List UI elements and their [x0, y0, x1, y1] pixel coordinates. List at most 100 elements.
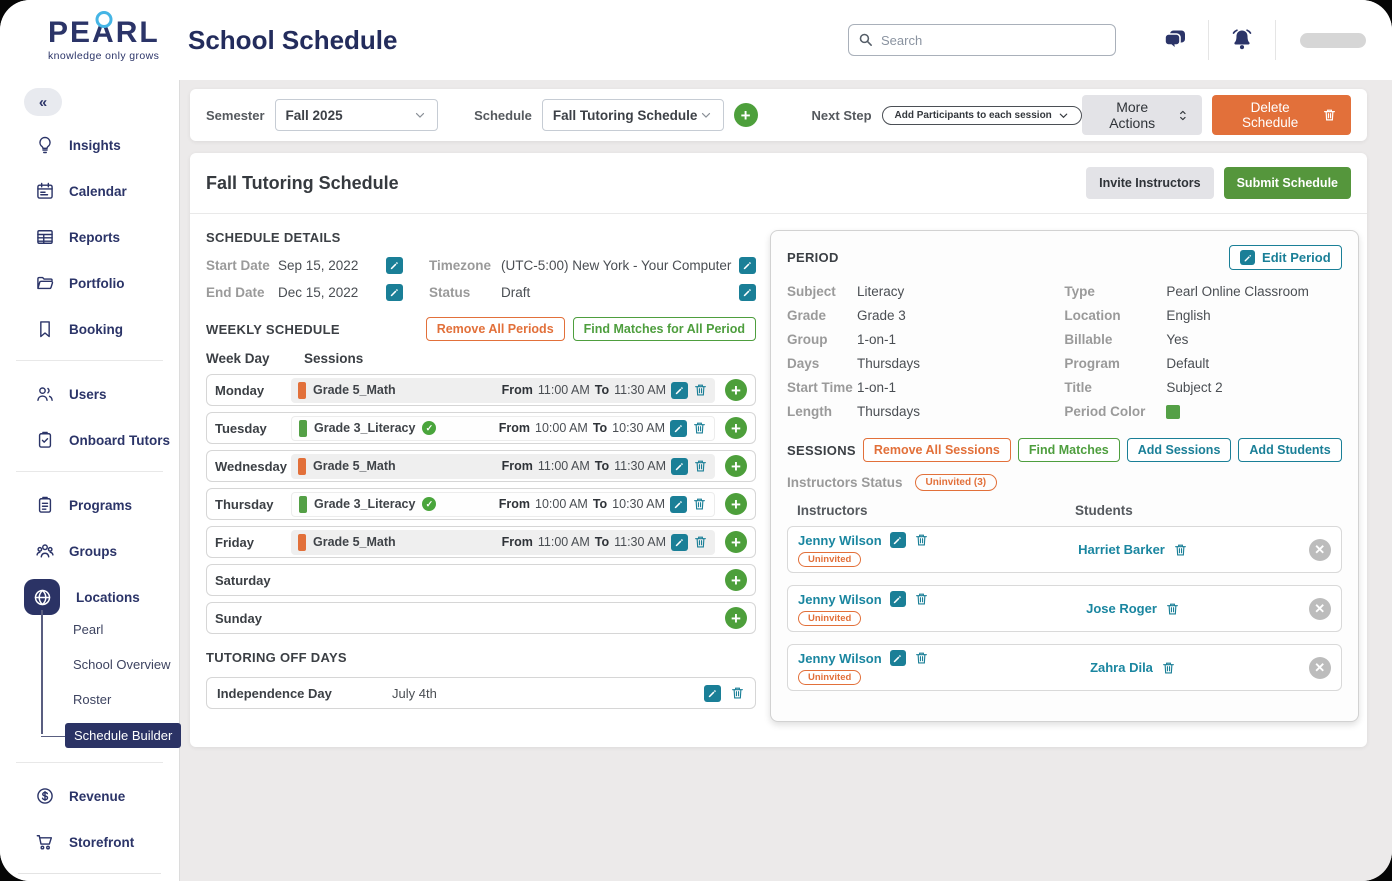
- edit-session-button[interactable]: [671, 457, 688, 475]
- delete-session-button[interactable]: [693, 382, 708, 398]
- off-day-actions: [704, 684, 745, 702]
- sidebar-item-insights[interactable]: Insights: [0, 130, 179, 160]
- sidebar-item-calendar[interactable]: Calendar: [0, 176, 179, 206]
- sidebar-subitem-roster[interactable]: Roster: [73, 692, 112, 707]
- edit-session-button[interactable]: [671, 381, 688, 399]
- sidebar-item-storefront[interactable]: Storefront: [0, 827, 179, 857]
- off-day-name: Independence Day: [217, 685, 332, 701]
- add-students-button[interactable]: Add Students: [1238, 438, 1342, 462]
- delete-instructor-button[interactable]: [914, 591, 929, 607]
- edit-instructor-button[interactable]: [889, 532, 906, 548]
- sidebar-item-booking[interactable]: Booking: [0, 314, 179, 344]
- student-link[interactable]: Harriet Barker: [1078, 542, 1165, 557]
- add-sessions-button[interactable]: Add Sessions: [1126, 438, 1232, 462]
- sidebar-item-label: Onboard Tutors: [69, 432, 170, 448]
- sidebar-subitem-pearl[interactable]: Pearl: [73, 622, 104, 637]
- user-menu-placeholder[interactable]: [1300, 32, 1366, 48]
- delete-session-button[interactable]: [693, 534, 708, 550]
- sidebar-item-label: Groups: [69, 543, 118, 559]
- find-matches-all-button[interactable]: Find Matches for All Period: [572, 317, 756, 341]
- delete-student-button[interactable]: [1165, 601, 1180, 617]
- remove-session-button[interactable]: ✕: [1308, 597, 1331, 620]
- period-field-value: Default: [1166, 356, 1210, 371]
- delete-off-day-button[interactable]: [730, 685, 745, 701]
- edit-timezone-button[interactable]: [739, 257, 756, 274]
- edit-end-date-button[interactable]: [386, 284, 403, 301]
- session-chip[interactable]: Grade 5_Math From 11:00 AM To 11:30 AM: [291, 453, 715, 479]
- delete-schedule-button[interactable]: Delete Schedule: [1212, 95, 1352, 135]
- schedule-select[interactable]: Fall Tutoring Schedule: [541, 99, 724, 131]
- sidebar-subitem-schedule-builder[interactable]: Schedule Builder: [40, 723, 182, 748]
- start-date-value: Sep 15, 2022: [278, 258, 359, 273]
- schedule-value: Fall Tutoring Schedule: [552, 107, 698, 123]
- instructor-link[interactable]: Jenny Wilson: [798, 532, 882, 548]
- submit-schedule-button[interactable]: Submit Schedule: [1223, 167, 1351, 199]
- users-icon: [34, 384, 56, 404]
- add-period-button[interactable]: +: [725, 531, 747, 553]
- delete-session-button[interactable]: [692, 420, 707, 436]
- remove-all-periods-button[interactable]: Remove All Periods: [425, 317, 565, 341]
- sidebar-subitem-school-overview[interactable]: School Overview: [73, 657, 171, 672]
- session-chip[interactable]: Grade 3_Literacy ✓ From 10:00 AM To 10:30 …: [291, 415, 715, 441]
- sidebar-item-revenue[interactable]: Revenue: [0, 781, 179, 811]
- sidebar-item-locations[interactable]: Locations: [0, 579, 179, 615]
- add-period-button[interactable]: +: [725, 379, 747, 401]
- schedule-left-column: SCHEDULE DETAILS Start Date Sep 15, 2022…: [206, 230, 756, 722]
- edit-start-date-button[interactable]: [386, 257, 403, 274]
- edit-period-button[interactable]: Edit Period: [1229, 245, 1342, 270]
- edit-session-button[interactable]: [670, 495, 687, 513]
- semester-select[interactable]: Fall 2025: [274, 99, 439, 131]
- edit-session-button[interactable]: [670, 419, 687, 437]
- schedule-toolbar: Semester Fall 2025 Schedule Fall Tutorin…: [190, 89, 1367, 141]
- add-period-button[interactable]: +: [725, 569, 747, 591]
- delete-instructor-button[interactable]: [914, 532, 929, 548]
- search-input[interactable]: [848, 24, 1116, 56]
- delete-session-button[interactable]: [692, 496, 707, 512]
- delete-session-button[interactable]: [693, 458, 708, 474]
- messages-button[interactable]: [1162, 28, 1188, 52]
- sidebar-item-portfolio[interactable]: Portfolio: [0, 268, 179, 298]
- sidebar-item-reports[interactable]: Reports: [0, 222, 179, 252]
- period-field-days: Days Thursdays: [787, 356, 1064, 371]
- weekly-schedule-header: WEEKLY SCHEDULE Remove All Periods Find …: [206, 317, 756, 341]
- remove-all-sessions-button[interactable]: Remove All Sessions: [862, 438, 1011, 462]
- session-chip[interactable]: Grade 5_Math From 11:00 AM To 11:30 AM: [291, 529, 715, 555]
- student-link[interactable]: Zahra Dila: [1090, 660, 1153, 675]
- sidebar-item-users[interactable]: Users: [0, 379, 179, 409]
- remove-session-button[interactable]: ✕: [1308, 656, 1331, 679]
- add-period-button[interactable]: +: [725, 607, 747, 629]
- delete-student-button[interactable]: [1173, 542, 1188, 558]
- header-actions: [848, 20, 1392, 60]
- edit-session-button[interactable]: [671, 533, 688, 551]
- session-chip[interactable]: Grade 5_Math From 11:00 AM To 11:30 AM: [291, 377, 715, 403]
- period-field-value: English: [1166, 308, 1211, 323]
- notifications-button[interactable]: [1229, 27, 1255, 53]
- delete-instructor-button[interactable]: [914, 650, 929, 666]
- add-schedule-button[interactable]: +: [733, 103, 758, 127]
- add-period-button[interactable]: +: [725, 493, 747, 515]
- session-chip[interactable]: Grade 3_Literacy ✓ From 10:00 AM To 10:30 …: [291, 491, 715, 517]
- invite-instructors-button[interactable]: Invite Instructors: [1086, 167, 1214, 199]
- edit-status-button[interactable]: [739, 284, 756, 301]
- edit-off-day-button[interactable]: [704, 684, 721, 702]
- sidebar-item-groups[interactable]: Groups: [0, 536, 179, 566]
- weekday-row-wednesday: Wednesday Grade 5_Math From 11:00 AM To 11…: [206, 450, 756, 482]
- instructor-link[interactable]: Jenny Wilson: [798, 591, 882, 607]
- sidebar-item-onboard-tutors[interactable]: Onboard Tutors: [0, 425, 179, 455]
- more-actions-button[interactable]: More Actions: [1081, 95, 1203, 135]
- delete-student-button[interactable]: [1161, 660, 1176, 676]
- brand-name: PEARL: [48, 16, 160, 49]
- instructor-link[interactable]: Jenny Wilson: [798, 650, 882, 666]
- student-link[interactable]: Jose Roger: [1086, 601, 1157, 616]
- add-period-button[interactable]: +: [725, 417, 747, 439]
- period-field-program: Program Default: [1064, 356, 1341, 371]
- edit-instructor-button[interactable]: [889, 650, 906, 666]
- find-matches-button[interactable]: Find Matches: [1017, 438, 1120, 462]
- sidebar-collapse-button[interactable]: «: [24, 88, 62, 116]
- edit-instructor-button[interactable]: [889, 591, 906, 607]
- sidebar-item-programs[interactable]: Programs: [0, 490, 179, 520]
- add-period-button[interactable]: +: [725, 455, 747, 477]
- weekday-row-tuesday: Tuesday Grade 3_Literacy ✓ From 10:00 AM To…: [206, 412, 756, 444]
- next-step-pill[interactable]: Add Participants to each session: [881, 105, 1082, 125]
- remove-session-button[interactable]: ✕: [1308, 538, 1331, 561]
